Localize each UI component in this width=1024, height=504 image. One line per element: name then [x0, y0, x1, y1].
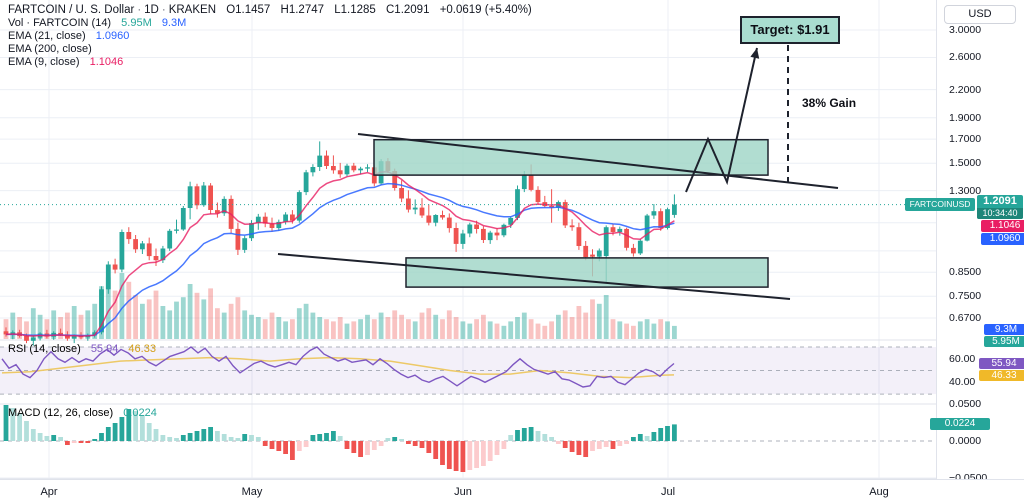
- target-price-callout[interactable]: Target: $1.91: [740, 16, 840, 44]
- rsi-value-badge: 55.94: [979, 358, 1024, 369]
- volume-badge: 5.95M: [984, 336, 1024, 347]
- price-tick-label: 1.9000: [949, 111, 982, 124]
- open-value: O1.1457: [226, 4, 271, 16]
- ema21-value: 1.0960: [95, 30, 130, 42]
- volume-value: 5.95M: [121, 17, 152, 29]
- symbol-legend-row[interactable]: FARTCOIN / U. S. Dollar · 1D · KRAKEN O1.145…: [8, 4, 532, 16]
- rsi-tick-label: 60.00: [949, 352, 976, 365]
- ema21-line[interactable]: [5, 182, 675, 337]
- time-tick-jun: Jun: [454, 486, 472, 498]
- price-tick-label: 3.0000: [949, 24, 982, 36]
- rsi-line[interactable]: [1, 346, 675, 388]
- chart-legend: FARTCOIN / U. S. Dollar · 1D · KRAKEN O1.145…: [8, 4, 532, 69]
- macd-value-badge: 0.0224: [930, 418, 990, 430]
- price-tick-label: 1.3000: [949, 184, 982, 197]
- price-tick-label: 0.8500: [949, 266, 982, 279]
- rsi-value: 55.94: [90, 343, 119, 355]
- macd-tick-label: 0.0000: [949, 435, 982, 447]
- ema9-legend-row[interactable]: EMA (9, close) 1.1046: [8, 56, 532, 69]
- macd-label: MACD (12, 26, close): [8, 407, 114, 419]
- volume-legend-row[interactable]: Vol · FARTCOIN (14) 5.95M 9.3M: [8, 17, 532, 30]
- volume-ma-value: 9.3M: [161, 17, 187, 29]
- ema9-label: EMA (9, close): [8, 56, 80, 68]
- bar-countdown: 10:34:40: [977, 208, 1023, 219]
- rsi-ma-value-badge: 46.33: [979, 370, 1024, 381]
- symbol-title: FARTCOIN / U. S. Dollar: [8, 4, 135, 16]
- rsi-label: RSI (14, close): [8, 343, 81, 355]
- price-gridlines: [0, 29, 936, 319]
- last-price-value: 1.2091: [983, 195, 1017, 207]
- trendlines[interactable]: [277, 133, 839, 300]
- demand-zone[interactable]: [405, 257, 769, 288]
- ema9-price-badge: 1.1046: [981, 220, 1024, 232]
- volume-label: Vol · FARTCOIN (14): [8, 17, 112, 29]
- volume-bars: [3, 273, 677, 339]
- target-projection-arrow[interactable]: [685, 47, 758, 193]
- rsi-legend-row[interactable]: RSI (14, close) 55.94 46.33: [8, 343, 156, 356]
- last-price-badge: 1.2091 10:34:40: [977, 195, 1023, 219]
- price-axis[interactable]: 3.0000 2.6000 2.2000 1.9000 1.7000 1.5000 1.30…: [936, 0, 1024, 484]
- time-tick-jul: Jul: [660, 486, 676, 498]
- exchange-label: KRAKEN: [168, 4, 216, 16]
- interval-label: 1D: [144, 4, 159, 16]
- macd-legend-row[interactable]: MACD (12, 26, close) 0.0224: [8, 407, 157, 420]
- ema21-legend-row[interactable]: EMA (21, close) 1.0960: [8, 30, 532, 43]
- volume-ma-badge: 9.3M: [984, 324, 1024, 335]
- price-tick-label: 1.7000: [949, 133, 982, 146]
- time-axis[interactable]: Apr May Jun Jul Aug: [0, 479, 1024, 504]
- rsi-tick-label: 40.00: [949, 376, 976, 389]
- ema21-label: EMA (21, close): [8, 30, 86, 42]
- symbol-price-label: FARTCOINUSD: [905, 198, 975, 211]
- price-tick-label: 1.5000: [949, 157, 982, 170]
- ema9-value: 1.1046: [89, 56, 124, 68]
- ema21-price-badge: 1.0960: [981, 233, 1024, 245]
- rsi-ma-value: 46.33: [128, 343, 156, 355]
- currency-toggle-button[interactable]: USD: [944, 5, 1016, 24]
- price-tick-label: 0.7500: [949, 290, 982, 303]
- price-tick-label: 0.6700: [949, 311, 982, 324]
- price-tick-label: 2.6000: [949, 51, 982, 64]
- time-tick-aug: Aug: [869, 486, 889, 498]
- ema200-label: EMA (200, close): [8, 43, 92, 55]
- time-tick-apr: Apr: [40, 486, 58, 498]
- time-tick-may: May: [241, 486, 263, 498]
- ema200-legend-row[interactable]: EMA (200, close): [8, 43, 532, 56]
- macd-histogram[interactable]: [3, 405, 677, 472]
- high-value: H1.2747: [280, 4, 325, 16]
- gain-percent-label[interactable]: 38% Gain: [802, 96, 857, 110]
- close-value: C1.2091: [386, 4, 430, 16]
- price-tick-label: 2.2000: [949, 83, 982, 96]
- arrowhead: [750, 48, 760, 59]
- macd-value: 0.0224: [123, 407, 157, 419]
- ema9-line[interactable]: [5, 171, 675, 337]
- low-value: L1.1285: [334, 4, 376, 16]
- change-value: +0.0619 (+5.40%): [439, 4, 532, 16]
- macd-tick-label: 0.0500: [949, 398, 982, 410]
